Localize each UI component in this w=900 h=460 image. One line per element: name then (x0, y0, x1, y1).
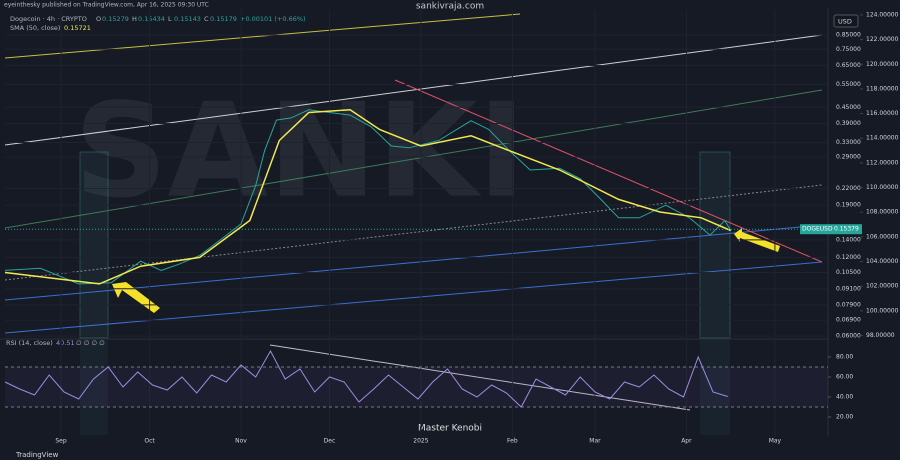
series-line (4, 109, 731, 285)
y2-tick-label: 120.00000 (866, 61, 899, 68)
y-tick-label: 0.45000 (836, 104, 861, 111)
y2-tick-label: 116.00000 (866, 110, 899, 117)
rsi-value: 40.51 (56, 339, 75, 347)
y-tick-label: 80.00 (836, 354, 853, 361)
currency[interactable]: USD (838, 18, 852, 26)
publisher: eyeinthesky published on TradingView.com… (4, 2, 209, 9)
price-tag-symbol: DOGEUSD (802, 226, 833, 233)
symbol: Dogecoin · 4h · CRYPTO (10, 15, 87, 23)
y-tick-label: 20.00 (836, 414, 853, 421)
y-tick-label: 0.07900 (836, 301, 861, 308)
y-tick-label: 0.22000 (836, 185, 861, 192)
y2-tick-label: 114.00000 (866, 135, 899, 142)
trendline (4, 184, 823, 281)
ohlc-value: 0.15279 (102, 15, 129, 23)
y-tick-label: 0.19000 (836, 202, 861, 209)
trendline (4, 34, 823, 146)
ohlc-key: H (132, 15, 137, 23)
y2-tick-label: 122.00000 (866, 36, 899, 43)
y-tick-label: 0.12000 (836, 254, 861, 261)
x-tick-label: Sep (55, 438, 67, 445)
x-tick-label: Mar (589, 438, 601, 445)
y-tick-label: 0.39000 (836, 120, 861, 127)
x-tick-label: Nov (235, 438, 247, 445)
trendline (4, 13, 521, 59)
series-line (4, 109, 732, 285)
y2-tick-label: 98.00000 (866, 332, 895, 339)
highlight-box (700, 340, 730, 435)
x-tick-label: Dec (324, 438, 336, 445)
y2-tick-label: 106.00000 (866, 233, 899, 240)
y-tick-label: 0.55000 (836, 81, 861, 88)
series-line (4, 349, 728, 408)
y-tick-label: 0.10500 (836, 269, 861, 276)
ohlc-key: C (204, 15, 209, 23)
y2-tick-label: 112.00000 (866, 159, 899, 166)
rsi-label: RSI (14, close) (6, 339, 53, 347)
x-tick-label: Oct (144, 438, 155, 445)
y-tick-label: 0.65000 (836, 62, 861, 69)
rsi-band-fill (5, 367, 828, 407)
ohlc-value: 0.15179 (210, 15, 237, 23)
highlight-box (80, 340, 108, 435)
y2-tick-label: 110.00000 (866, 184, 899, 191)
rsi-flags: ∅ ∅ ∅ ∅ (76, 339, 105, 347)
trendline (4, 261, 823, 334)
sma-value: 0.15721 (64, 24, 91, 32)
ohlc-legend: O 0.15279 H 0.15434 L 0.15143 C 0.15179 (96, 15, 237, 23)
site: sankivraja.com (416, 2, 484, 12)
y2-tick-label: 108.00000 (866, 209, 899, 216)
x-tick-label: May (769, 438, 782, 445)
y-tick-label: 0.33000 (836, 139, 861, 146)
ohlc-value: 0.15434 (138, 15, 165, 23)
sma-label: SMA (50, close) (10, 24, 60, 32)
y2-tick-label: 100.00000 (866, 307, 899, 314)
y-tick-label: 0.06000 (836, 333, 861, 340)
drawings (0, 8, 829, 436)
y-tick-label: 0.29000 (836, 154, 861, 161)
y-tick-label: 0.14000 (836, 236, 861, 243)
author: Master Kenobi (418, 424, 482, 434)
y-tick-label: 0.09100 (836, 285, 861, 292)
ohlc-key: L (168, 15, 172, 23)
ohlc-value: 0.15143 (174, 15, 201, 23)
watermark: SANKI (74, 75, 526, 227)
y-tick-label: 40.00 (836, 394, 853, 401)
highlight-box (699, 151, 731, 339)
y2-tick-label: 102.00000 (866, 283, 899, 290)
y2-tick-label: 118.00000 (866, 85, 899, 92)
ohlc-key: O (96, 15, 101, 23)
x-tick-label: Apr (681, 438, 692, 445)
trendline (269, 344, 691, 411)
currency-button[interactable] (833, 14, 859, 28)
y-tick-label: 0.75000 (836, 46, 861, 53)
y2-tick-label: 104.00000 (866, 258, 899, 265)
y-tick-label: 0.06900 (836, 317, 861, 324)
price-tag-value: 0.15379 (834, 226, 859, 233)
y-tick-label: 60.00 (836, 374, 853, 381)
y2-tick-label: 124.00000 (866, 11, 899, 18)
price-tag (800, 224, 862, 235)
trendline (4, 224, 823, 301)
trendline (394, 79, 823, 263)
y-tick-label: 0.85000 (836, 32, 861, 39)
change: +0.00101 (+0.66%) (240, 15, 306, 23)
brand: TradingView (15, 451, 59, 459)
x-tick-label: 2025 (413, 438, 428, 445)
x-tick-label: Feb (507, 438, 518, 445)
highlight-box (79, 151, 109, 339)
